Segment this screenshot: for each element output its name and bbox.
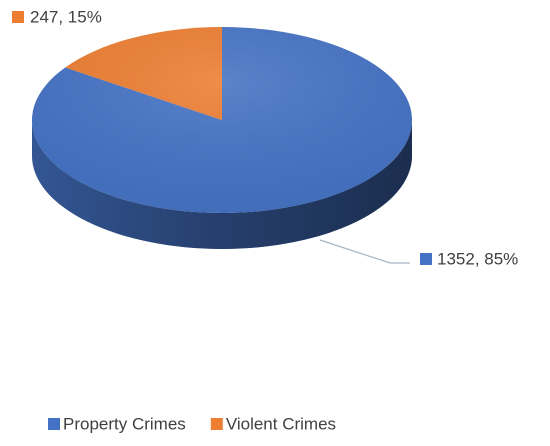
- label-key: [420, 253, 432, 265]
- legend-key: [210, 418, 223, 430]
- leader-line: [319, 239, 410, 264]
- top-shade: [32, 27, 412, 213]
- label-key: [12, 11, 24, 23]
- data-label: 1352, 85%: [437, 249, 518, 268]
- legend-label: Violent Crimes: [226, 414, 336, 433]
- legend-key: [48, 418, 60, 430]
- data-label: 247, 15%: [30, 7, 102, 26]
- slice-side-shade: [32, 120, 412, 249]
- legend-label: Property Crimes: [63, 414, 186, 433]
